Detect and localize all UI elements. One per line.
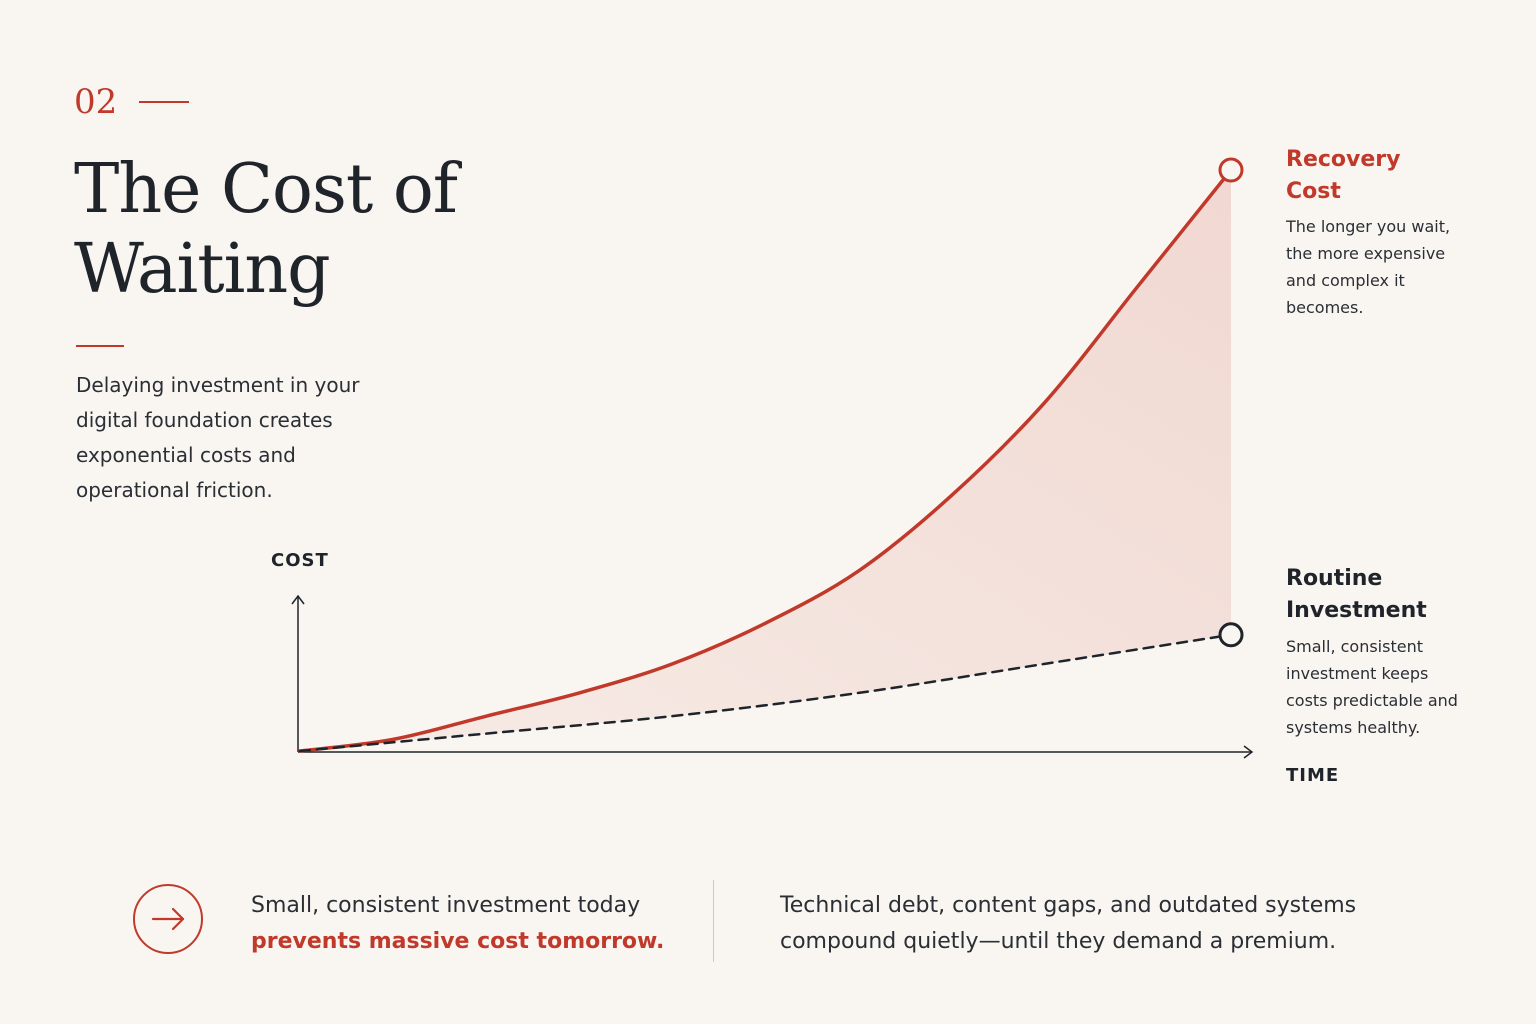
y-axis-label: COST <box>271 550 329 571</box>
recovery-cost-description: The longer you wait, the more expensive … <box>1286 217 1451 317</box>
routine-investment-endpoint <box>1218 622 1244 648</box>
chart-axes <box>291 594 1254 759</box>
footer-divider <box>713 880 714 962</box>
x-axis-arrow-icon <box>1243 745 1254 759</box>
title-divider <box>76 345 124 347</box>
arrow-right-icon <box>133 884 203 954</box>
intro-text: Delaying investment in your digital foun… <box>76 373 360 502</box>
recovery-cost-title: Recovery Cost <box>1286 147 1401 204</box>
section-number: 02 <box>74 82 190 122</box>
gap-area-fill <box>300 170 1231 751</box>
chart-series <box>298 157 1244 753</box>
footer-left-line: Small, consistent investment today <box>251 893 641 918</box>
section-number-rule <box>139 101 190 103</box>
page-title: The Cost of Waiting <box>74 150 458 309</box>
footer-left-text: Small, consistent investment today preve… <box>251 888 671 960</box>
recovery-cost-line <box>298 168 1233 753</box>
routine-investment-line <box>298 633 1233 753</box>
section-number-text: 02 <box>74 82 118 122</box>
recovery-cost-endpoint <box>1218 157 1244 183</box>
x-axis-label: TIME <box>1286 765 1340 786</box>
routine-investment-description: Small, consistent investment keeps costs… <box>1286 637 1458 737</box>
routine-investment-title: Routine Investment <box>1286 566 1427 623</box>
y-axis-arrow-icon <box>291 594 305 605</box>
footer-right-text: Technical debt, content gaps, and outdat… <box>780 893 1357 954</box>
footer-left-emphasis: prevents massive cost tomorrow. <box>251 929 665 954</box>
